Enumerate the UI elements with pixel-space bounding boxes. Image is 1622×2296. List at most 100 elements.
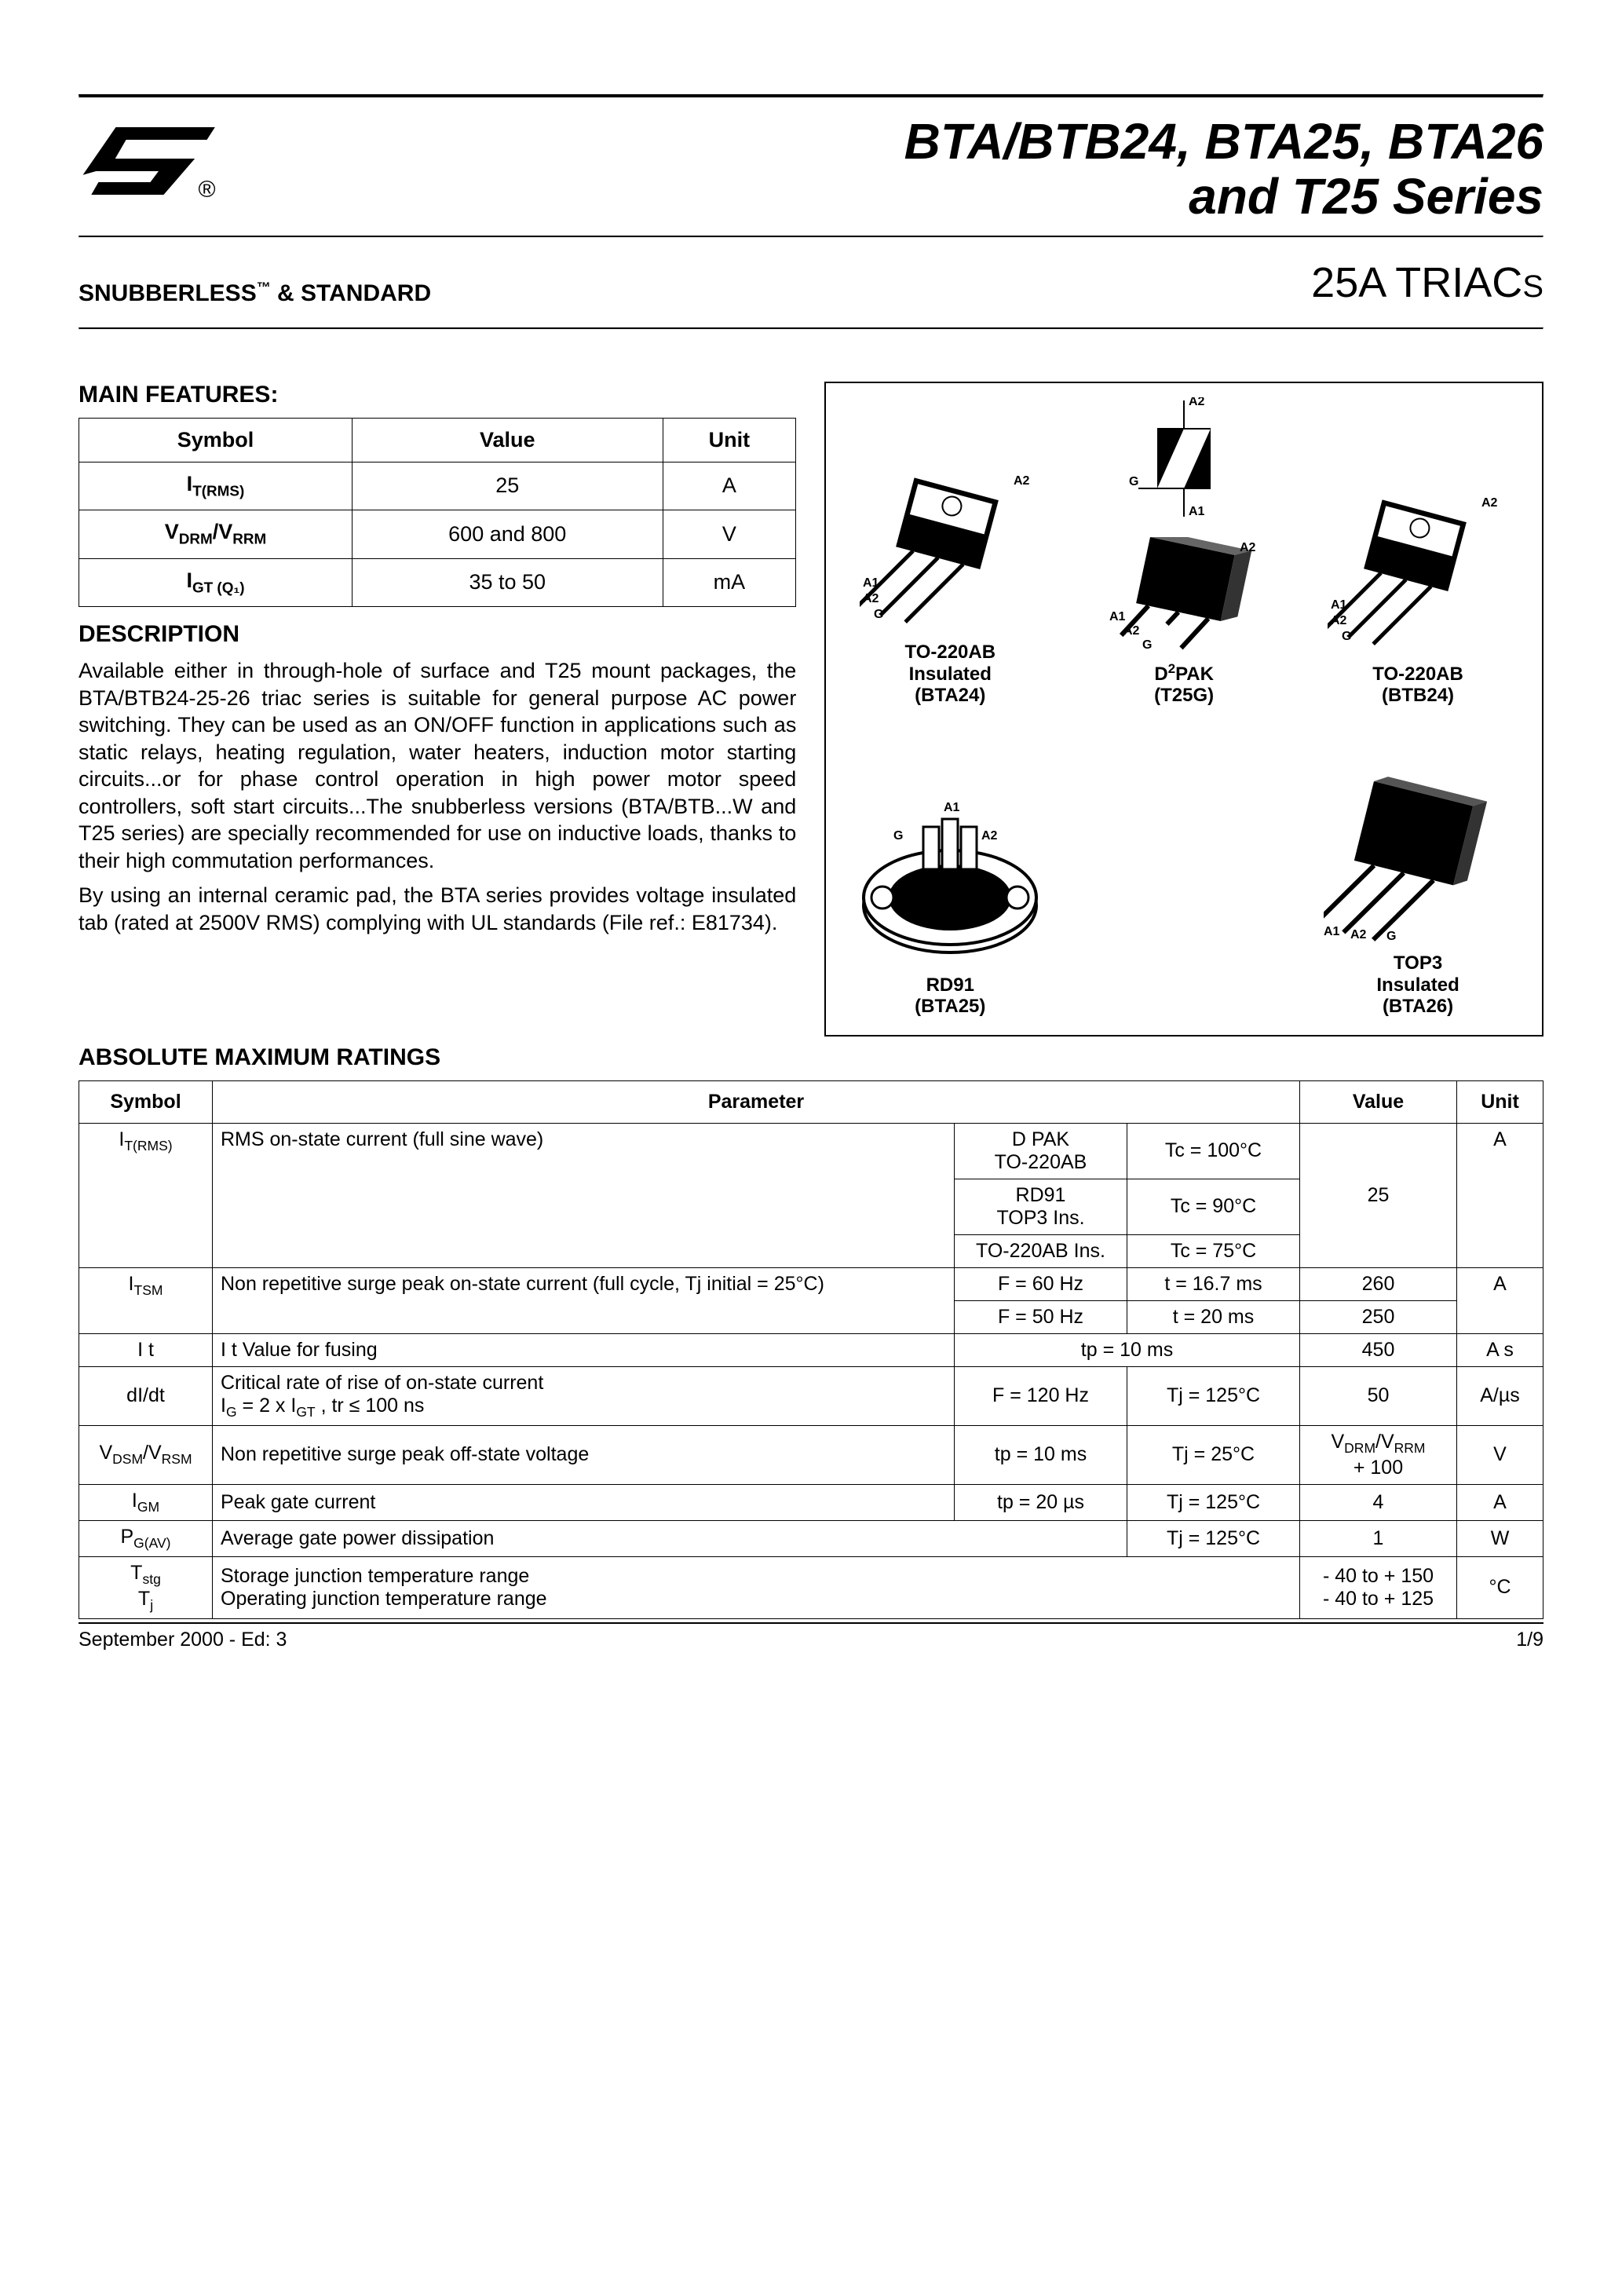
svg-text:A1: A1 <box>944 801 960 814</box>
cell-cond: Tj = 25°C <box>1127 1425 1300 1484</box>
cell-param: Storage junction temperature range Opera… <box>213 1556 1300 1618</box>
col-value: Value <box>352 418 663 462</box>
table-row: PG(AV) Average gate power dissipation Tj… <box>79 1520 1543 1556</box>
cell-sym: ITSM <box>79 1267 213 1333</box>
svg-text:A1: A1 <box>1324 925 1340 938</box>
pkg-to220-btb24: A1 A2 G A2 TO-220AB (BTB24) <box>1305 397 1531 707</box>
table-row: IGM Peak gate current tp = 20 µs Tj = 12… <box>79 1484 1543 1520</box>
cell-param: Non repetitive surge peak off-state volt… <box>213 1425 955 1484</box>
title-line2: and T25 Series <box>904 169 1543 224</box>
description-text: Available either in through-hole of surf… <box>79 657 796 874</box>
cell-val: 25 <box>1300 1123 1457 1267</box>
cell-cond: F = 50 Hz <box>955 1300 1127 1333</box>
cell-cond: t = 20 ms <box>1127 1300 1300 1333</box>
cell-cond: D PAKTO-220AB <box>955 1123 1127 1179</box>
table-row: ITSM Non repetitive surge peak on-state … <box>79 1267 1543 1300</box>
cell-param: RMS on-state current (full sine wave) <box>213 1123 955 1267</box>
cell-cond: TO-220AB Ins. <box>955 1234 1127 1267</box>
to220-icon: A1 A2 G A2 <box>1328 477 1508 657</box>
features-heading: MAIN FEATURES: <box>79 382 796 408</box>
header-row: ® BTA/BTB24, BTA25, BTA26 and T25 Series <box>79 98 1543 236</box>
svg-text:A2: A2 <box>863 592 879 605</box>
cell-val: 50 <box>1300 1366 1457 1425</box>
title-line1: BTA/BTB24, BTA25, BTA26 <box>904 114 1543 169</box>
pkg-label: TO-220AB Insulated (BTA24) <box>904 642 995 707</box>
cell-unit: A/µs <box>1457 1366 1543 1425</box>
rd91-icon: A1 G A2 <box>848 780 1052 968</box>
table-row: IT(RMS) 25 A <box>79 462 796 510</box>
triac-text: 25A TRIAC <box>1311 259 1522 306</box>
cell-unit: V <box>663 510 796 558</box>
cell-cond: F = 60 Hz <box>955 1267 1127 1300</box>
package-diagram-box: A1 A2 G A2 TO-220AB Insulated (BTA24) <box>824 382 1543 1036</box>
cell-val: 260 <box>1300 1267 1457 1300</box>
svg-text:A1: A1 <box>863 576 879 590</box>
pkg-label: TOP3 Insulated (BTA26) <box>1376 952 1459 1018</box>
series-rule <box>79 327 1543 330</box>
pkg-top3: A1 A2 G TOP3 Insulated (BTA26) <box>1305 715 1531 1018</box>
svg-text:A2: A2 <box>1481 496 1498 510</box>
svg-text:A2: A2 <box>1240 541 1256 554</box>
cell-sym: IGM <box>79 1484 213 1520</box>
package-grid: A1 A2 G A2 TO-220AB Insulated (BTA24) <box>837 397 1531 1018</box>
table-row: VDSM/VRSM Non repetitive surge peak off-… <box>79 1425 1543 1484</box>
cell-cond: tp = 10 ms <box>955 1425 1127 1484</box>
cell-sym: VDRM/VRRM <box>79 510 353 558</box>
tm-symbol: ™ <box>257 280 271 295</box>
cell-val: - 40 to + 150 - 40 to + 125 <box>1300 1556 1457 1618</box>
cell-sym: PG(AV) <box>79 1520 213 1556</box>
cell-cond: Tj = 125°C <box>1127 1520 1300 1556</box>
cell-unit: mA <box>663 558 796 606</box>
cell-unit: A s <box>1457 1333 1543 1366</box>
cell-sym: Tstg Tj <box>79 1556 213 1618</box>
table-row: VDRM/VRRM 600 and 800 V <box>79 510 796 558</box>
cell-unit: A <box>1457 1123 1543 1267</box>
cell-val: 1 <box>1300 1520 1457 1556</box>
col-unit: Unit <box>1457 1080 1543 1123</box>
cell-cond: RD91TOP3 Ins. <box>955 1179 1127 1234</box>
snubberless-text: SNUBBERLESS <box>79 280 257 306</box>
triac-suffix: S <box>1522 269 1543 304</box>
cell-param: Peak gate current <box>213 1484 955 1520</box>
cell-param: I t Value for fusing <box>213 1333 955 1366</box>
cell-cond: Tc = 100°C <box>1127 1123 1300 1179</box>
cell-sym: IGT (Q₁) <box>79 558 353 606</box>
snubberless-label: SNUBBERLESS™ & STANDARD <box>79 280 431 307</box>
triac-symbol-icon: A2 A1 G <box>1129 397 1239 531</box>
left-column: MAIN FEATURES: Symbol Value Unit IT(RMS)… <box>79 382 796 1036</box>
ratings-heading: ABSOLUTE MAXIMUM RATINGS <box>79 1044 1543 1071</box>
svg-text:A2: A2 <box>1014 474 1030 488</box>
pkg-label: D2PAK (T25G) <box>1154 661 1214 707</box>
d2pak-icon: A1 A2 G A2 <box>1109 537 1259 655</box>
col-value: Value <box>1300 1080 1457 1123</box>
svg-text:A1: A1 <box>1331 598 1347 612</box>
series-row: SNUBBERLESS™ & STANDARD 25A TRIACS <box>79 238 1543 327</box>
cell-cond: tp = 10 ms <box>955 1333 1300 1366</box>
svg-text:G: G <box>1142 638 1152 652</box>
col-unit: Unit <box>663 418 796 462</box>
footer-page: 1/9 <box>1516 1629 1543 1651</box>
col-parameter: Parameter <box>213 1080 1300 1123</box>
cell-val: VDRM/VRRM+ 100 <box>1300 1425 1457 1484</box>
cell-val: 25 <box>352 462 663 510</box>
title-block: BTA/BTB24, BTA25, BTA26 and T25 Series <box>904 114 1543 225</box>
svg-text:A2: A2 <box>1123 624 1140 638</box>
top3-icon: A1 A2 G <box>1324 766 1512 946</box>
cell-param: Average gate power dissipation <box>213 1520 1127 1556</box>
st-logo-svg: ® <box>79 114 236 200</box>
svg-text:A2: A2 <box>1331 614 1347 627</box>
svg-text:G: G <box>874 608 883 621</box>
col-symbol: Symbol <box>79 418 353 462</box>
svg-text:A2: A2 <box>1189 397 1205 408</box>
to220-icon: A1 A2 G A2 <box>860 455 1040 635</box>
svg-text:A1: A1 <box>1189 505 1205 518</box>
ratings-table: Symbol Parameter Value Unit IT(RMS) RMS … <box>79 1080 1543 1619</box>
table-header-row: Symbol Value Unit <box>79 418 796 462</box>
pkg-to220-bta24: A1 A2 G A2 TO-220AB Insulated (BTA24) <box>837 397 1063 707</box>
cell-sym: dI/dt <box>79 1366 213 1425</box>
features-table: Symbol Value Unit IT(RMS) 25 A VDRM/VRRM… <box>79 418 796 607</box>
cell-val: 35 to 50 <box>352 558 663 606</box>
cell-cond: Tc = 90°C <box>1127 1179 1300 1234</box>
cell-sym: IT(RMS) <box>79 1123 213 1267</box>
pkg-triac-symbol: A2 A1 G <box>1071 397 1297 707</box>
